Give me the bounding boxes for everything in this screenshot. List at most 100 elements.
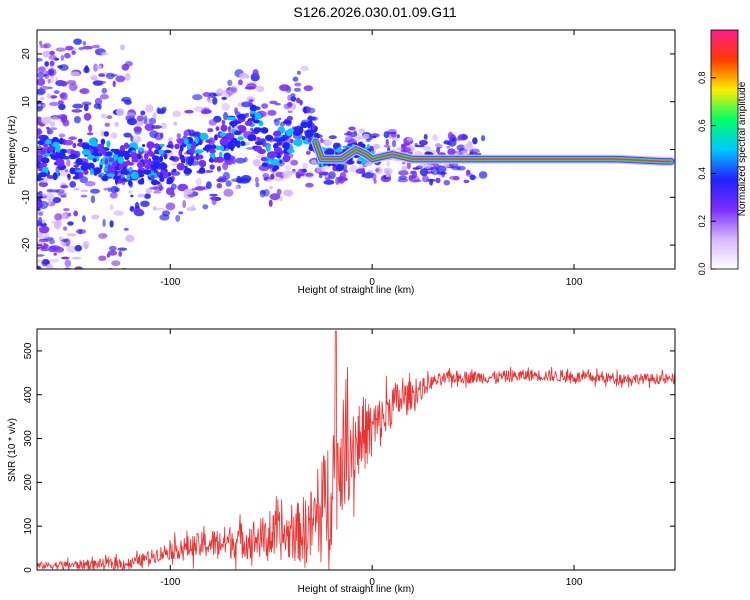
spectrogram-noise-blob: [111, 276, 119, 283]
spectrogram-image: [35, 38, 675, 283]
spectrogram-ridge-blob: [83, 169, 89, 175]
spectrogram-noise-blob: [37, 225, 42, 229]
spectrogram-noise-blob: [168, 137, 173, 141]
colorbar-gradient: [710, 29, 739, 270]
spectrogram-noise-blob: [107, 250, 118, 256]
spectrogram-noise-blob: [39, 102, 46, 109]
spectrogram-noise-blob: [71, 256, 82, 260]
spectrogram-noise-blob: [456, 165, 466, 171]
spectrogram-noise-blob: [39, 96, 45, 101]
spectrogram-noise-blob: [38, 211, 44, 216]
spectrogram-ridge-blob: [93, 149, 99, 157]
spectrogram-noise-blob: [62, 119, 70, 127]
spectrogram-noise-blob: [436, 146, 440, 154]
spectrogram-noise-blob: [293, 87, 301, 92]
spectrogram-noise-blob: [222, 176, 227, 183]
spectrogram-noise-blob: [35, 272, 40, 276]
spectrogram-noise-blob: [140, 110, 146, 116]
spectrogram-noise-blob: [39, 44, 49, 49]
spectrogram-ridge-blob: [273, 130, 282, 137]
spectrogram-noise-blob: [222, 89, 233, 98]
spectrogram-noise-blob: [149, 117, 157, 125]
spectrogram-noise-blob: [125, 72, 131, 81]
spectrogram-ridge-blob: [252, 119, 261, 124]
spectrogram-noise-blob: [83, 66, 90, 74]
spectrogram-noise-blob: [402, 147, 412, 153]
spectrogram-noise-blob: [109, 220, 114, 228]
spectrogram-ridge-blob: [226, 116, 236, 121]
spectrogram-noise-blob: [53, 90, 60, 94]
spectrogram-noise-blob: [363, 172, 374, 179]
spectrogram-ridge-blob: [57, 152, 66, 159]
spectrogram-noise-blob: [60, 239, 69, 242]
spectrogram-ridge-blob: [233, 130, 242, 135]
spectrogram-noise-blob: [171, 183, 177, 190]
spectrogram-noise-blob: [46, 93, 52, 99]
spectrogram-ridge-blob: [159, 143, 165, 147]
spectrogram-ridge-blob: [55, 157, 65, 166]
spectrogram-noise-blob: [47, 68, 57, 77]
spectrogram-ridge-blob: [155, 143, 159, 151]
spectrogram-ridge-blob: [107, 165, 116, 172]
spectrogram-ridge-blob: [104, 158, 109, 165]
spectrogram-noise-blob: [113, 270, 116, 278]
spectrogram-noise-blob: [37, 275, 42, 280]
spectrogram-noise-blob: [412, 167, 421, 170]
spectrogram-noise-blob: [269, 193, 281, 201]
spectrogram-noise-blob: [328, 135, 337, 140]
spectrogram-ridge-blob: [199, 160, 207, 168]
spectrogram-ridge-blob: [271, 168, 277, 172]
spectrogram-noise-blob: [231, 178, 242, 182]
spectrogram-noise-blob: [463, 179, 470, 184]
spectrogram-noise-blob: [102, 218, 106, 228]
spectrogram-ridge-blob: [249, 110, 256, 115]
spectrogram-noise-blob: [37, 103, 42, 107]
spectrogram-noise-blob: [107, 187, 112, 193]
spectrogram-noise-blob: [254, 176, 259, 183]
spectrogram-noise-blob: [69, 83, 78, 91]
spectrogram-ridge-blob: [197, 154, 204, 160]
spectrogram-ridge-blob: [106, 173, 116, 177]
spectrogram-noise-blob: [225, 180, 232, 187]
spectrogram-ridge-blob: [326, 163, 332, 167]
spectrogram-ridge-blob: [143, 169, 152, 175]
spectrogram-ridge-blob: [113, 175, 121, 180]
spectrogram-noise-blob: [37, 201, 42, 207]
spectrogram-noise-blob: [188, 129, 196, 137]
spectrogram-ridge-blob: [209, 158, 214, 163]
spectrogram-noise-blob: [279, 195, 283, 202]
spectrogram-noise-blob: [175, 214, 181, 222]
spectrogram-ridge-blob: [113, 148, 121, 155]
colorbar-ticks: 0.0 0.2 0.4 0.6 0.8: [697, 72, 716, 275]
spectrogram-ridge-blob: [143, 152, 149, 160]
snr-series-line: [37, 330, 675, 570]
spectrogram-ridge-blob: [293, 138, 303, 147]
spectrogram-ridge-blob: [230, 146, 234, 152]
spectrogram-ridge-blob: [81, 162, 88, 167]
spectrogram-noise-blob: [74, 244, 83, 252]
spectrogram-ridge-blob: [285, 129, 293, 137]
spectrogram-noise-blob: [184, 109, 194, 114]
spectrogram-noise-blob: [50, 121, 56, 127]
spectrogram-noise-blob: [83, 103, 89, 112]
spectrogram-noise-blob: [201, 109, 212, 114]
spectrogram-noise-blob: [48, 197, 52, 206]
snr-ytick-label: 0: [23, 567, 34, 573]
spectrogram-noise-blob: [287, 101, 293, 108]
spectrogram-ridge-blob: [38, 163, 48, 168]
colorbar-label: Normalized spectral amplitude: [737, 81, 748, 216]
spectrogram-noise-blob: [40, 245, 45, 249]
spectrogram-noise-blob: [209, 193, 218, 197]
snr-ytick-label: 200: [23, 474, 34, 491]
spectrogram-noise-blob: [170, 163, 179, 166]
spectrogram-ridge-blob: [260, 157, 268, 162]
spectrogram-noise-blob: [112, 80, 116, 88]
spectrogram-ridge-blob: [249, 104, 257, 113]
spectrogram-noise-blob: [276, 188, 282, 196]
spectrogram-noise-blob: [153, 190, 162, 194]
spectrogram-noise-blob: [422, 175, 429, 183]
spectrogram-ridge-blob: [146, 141, 155, 149]
snr-ytick-label: 500: [23, 342, 34, 359]
spectrogram-noise-blob: [66, 233, 77, 237]
colorbar-tick-label: 0.4: [697, 167, 707, 180]
